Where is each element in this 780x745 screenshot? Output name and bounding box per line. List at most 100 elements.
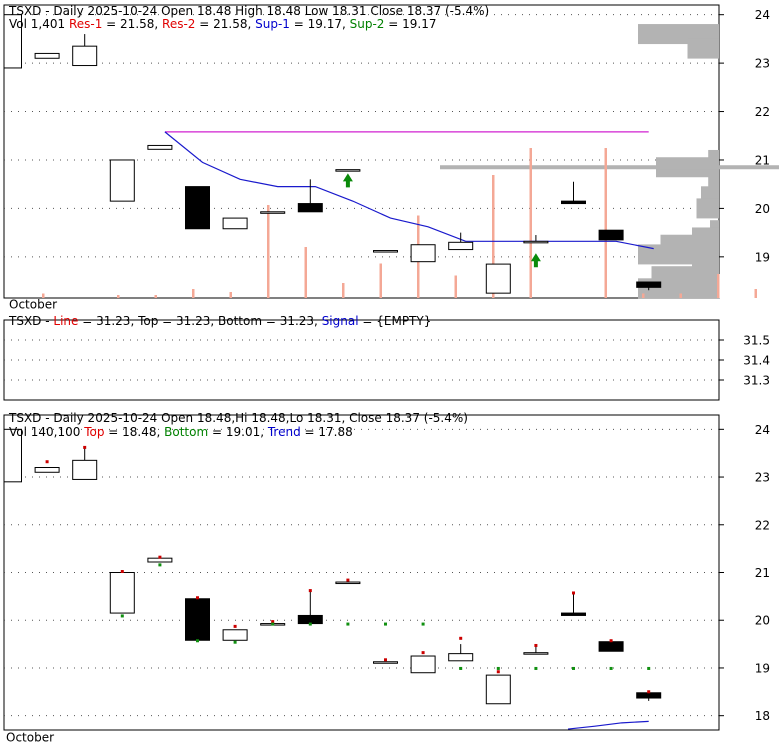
bottom-value: = 31.23, bbox=[262, 314, 322, 328]
top-dot bbox=[459, 636, 463, 640]
bottom-dot bbox=[609, 666, 613, 670]
tick-label: 31.5 bbox=[743, 334, 770, 348]
volume-bar bbox=[717, 274, 720, 298]
tick-label: 24 bbox=[755, 8, 770, 22]
price-legend-vol: Vol 1,401 bbox=[9, 17, 65, 31]
top-dot bbox=[158, 555, 162, 559]
bottom-dot bbox=[384, 622, 387, 626]
top-dot bbox=[647, 690, 651, 694]
profile-band bbox=[440, 165, 779, 170]
candle-body bbox=[448, 653, 474, 662]
trend-legend: Vol 140,100 Top = 18.48, Bottom = 19.01,… bbox=[9, 425, 353, 439]
sup2-value: = 19.17 bbox=[384, 17, 436, 31]
tick-label: 24 bbox=[755, 423, 770, 437]
bottom-dot bbox=[459, 666, 463, 670]
candle-body bbox=[72, 459, 98, 480]
volume-bar bbox=[154, 295, 157, 298]
line-label: Line bbox=[53, 314, 78, 328]
buy-arrow-icon bbox=[530, 253, 541, 268]
profile-bar bbox=[696, 198, 719, 219]
tick-label: 20 bbox=[755, 202, 770, 216]
tick-label: 22 bbox=[755, 105, 770, 119]
trend-bottom-label: Bottom bbox=[164, 425, 208, 439]
bottom-dot bbox=[647, 666, 651, 670]
trend-title-symbol: TSXD bbox=[8, 411, 41, 425]
candle-body bbox=[485, 674, 511, 705]
top-dot bbox=[120, 570, 124, 573]
price-x-label: October bbox=[9, 298, 57, 312]
tick-label: 18 bbox=[755, 709, 770, 723]
trend-bottom-value: = 19.01, bbox=[208, 425, 264, 439]
sup1-value: = 19.17, bbox=[290, 17, 346, 31]
profile-bar bbox=[687, 38, 719, 59]
candle-body bbox=[260, 211, 286, 214]
volume-bar bbox=[229, 292, 232, 298]
volume-bar bbox=[754, 289, 757, 298]
bottom-dot bbox=[421, 622, 425, 626]
candle-body bbox=[222, 217, 248, 230]
signal-arrows bbox=[342, 173, 541, 268]
tick-label: 19 bbox=[755, 661, 770, 675]
candle-body bbox=[373, 250, 398, 253]
candle-body bbox=[373, 661, 398, 664]
candle-body bbox=[410, 655, 436, 674]
volume-bar bbox=[679, 293, 682, 298]
trend-top-label: Top bbox=[83, 425, 104, 439]
indicator-title-symbol: TSXD bbox=[8, 314, 41, 328]
bottom-dot bbox=[496, 666, 500, 670]
volume-bar bbox=[267, 205, 270, 298]
volume-bar bbox=[342, 283, 345, 298]
sup2-label: Sup-2 bbox=[350, 17, 385, 31]
price-grid bbox=[4, 14, 719, 258]
trend-line bbox=[567, 720, 649, 730]
res2-label: Res-2 bbox=[162, 17, 195, 31]
top-dot bbox=[496, 670, 500, 674]
candle-body bbox=[598, 229, 624, 241]
candle-body bbox=[147, 144, 173, 150]
candle-body bbox=[3, 428, 22, 483]
sup1-label: Sup-1 bbox=[255, 17, 290, 31]
bottom-dot bbox=[534, 666, 538, 670]
candle-body bbox=[185, 598, 210, 641]
volume-bar bbox=[604, 148, 607, 298]
price-title-symbol: TSXD bbox=[8, 4, 41, 18]
indicator-grid bbox=[4, 339, 719, 381]
res1-value: = 21.58, bbox=[102, 17, 158, 31]
candle-body bbox=[485, 263, 511, 294]
top-dot bbox=[196, 596, 199, 600]
top-dot bbox=[271, 620, 275, 624]
top-label: Top bbox=[137, 314, 158, 328]
candle-body bbox=[335, 581, 361, 585]
trend-x-label: October bbox=[6, 731, 54, 745]
candle-body bbox=[297, 614, 323, 625]
price-candles bbox=[3, 14, 662, 294]
bottom-dot bbox=[308, 622, 312, 626]
bottom-dot bbox=[233, 640, 237, 644]
bottom-dot bbox=[271, 622, 275, 626]
price-title: TSXD - Daily 2025-10-24 Open 18.48 High … bbox=[8, 4, 489, 18]
line-value: = 31.23, bbox=[78, 314, 138, 328]
tick-label: 22 bbox=[755, 518, 770, 532]
top-dot bbox=[308, 589, 312, 593]
tick-label: 20 bbox=[755, 614, 770, 628]
volume-bar bbox=[492, 175, 495, 298]
profile-bar bbox=[638, 278, 719, 299]
tick-label: 21 bbox=[755, 153, 770, 167]
candle-body bbox=[335, 169, 361, 172]
top-dot bbox=[534, 643, 538, 647]
volume-bar bbox=[304, 247, 307, 298]
candle-body bbox=[34, 467, 60, 473]
top-dot bbox=[384, 658, 387, 662]
candle-body bbox=[636, 281, 662, 288]
tick-label: 19 bbox=[755, 250, 770, 264]
volume-bar bbox=[192, 289, 195, 298]
bottom-dot bbox=[572, 666, 575, 670]
bottom-label: Bottom bbox=[218, 314, 262, 328]
res1-label: Res-1 bbox=[69, 17, 102, 31]
res2-value: = 21.58, bbox=[195, 17, 251, 31]
volume-bar bbox=[454, 275, 457, 298]
candle-body bbox=[109, 572, 135, 614]
top-dot bbox=[83, 445, 87, 449]
candle-body bbox=[72, 45, 98, 67]
